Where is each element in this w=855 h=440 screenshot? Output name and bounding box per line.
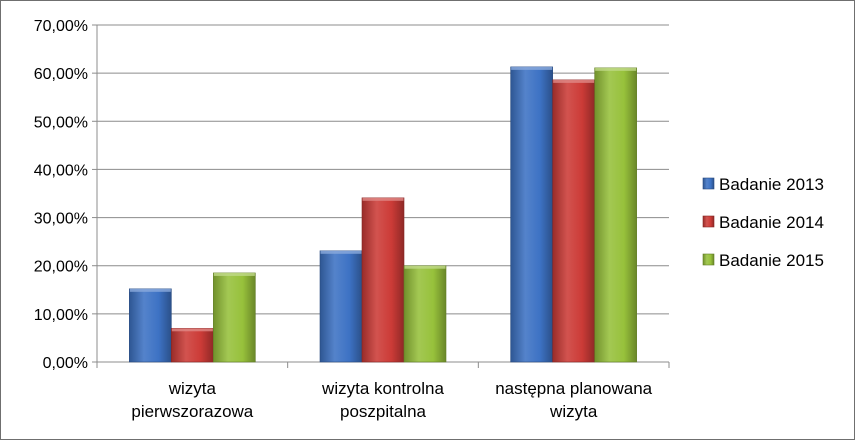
y-tick-label: 10,00%	[34, 307, 88, 324]
bar-bevel	[213, 272, 255, 276]
bar-bevel	[171, 328, 213, 332]
bar-badanie-2014	[552, 79, 595, 363]
legend-swatch	[702, 253, 715, 266]
bar-bevel	[595, 67, 637, 71]
bar-badanie-2013	[319, 250, 363, 363]
bar-badanie-2014	[171, 327, 214, 363]
y-tick-label: 70,00%	[34, 18, 88, 35]
bar-badanie-2015	[594, 67, 637, 363]
legend-label: Badanie 2015	[719, 251, 824, 270]
bar-badanie-2014	[361, 197, 405, 363]
category-label: pierwszorazowa	[131, 402, 253, 421]
y-tick-label: 40,00%	[34, 162, 88, 179]
bar-bevel	[511, 66, 553, 70]
bar-badanie-2013	[510, 66, 553, 363]
y-tick-label: 20,00%	[34, 259, 88, 276]
legend-label: Badanie 2014	[719, 213, 824, 232]
bar-bevel	[129, 288, 171, 292]
bars	[129, 66, 637, 363]
bar-bevel	[320, 250, 362, 254]
bar-bevel	[404, 265, 446, 269]
category-label: poszpitalna	[340, 402, 427, 421]
axis-labels: 0,00% 10,00% 20,00% 30,00% 40,00% 50,00% 60,00…	[34, 18, 653, 421]
y-tick-label: 0,00%	[43, 355, 88, 372]
legend-label: Badanie 2013	[719, 175, 824, 194]
y-tick-label: 60,00%	[34, 66, 88, 83]
category-label: wizyta kontrolna	[321, 379, 444, 398]
bar-badanie-2013	[129, 288, 172, 363]
bar-badanie-2015	[403, 265, 447, 363]
legend: Badanie 2013 Badanie 2014 Badanie 2015	[702, 175, 824, 270]
bar-badanie-2015	[213, 272, 256, 363]
category-label: następna planowana	[495, 379, 652, 398]
y-tick-label: 50,00%	[34, 114, 88, 131]
y-tick-label: 30,00%	[34, 211, 88, 228]
bar-bevel	[362, 197, 404, 201]
bar-bevel	[553, 79, 595, 83]
legend-swatch	[702, 177, 715, 190]
legend-swatch	[702, 215, 715, 228]
category-label: wizyta	[549, 402, 598, 421]
category-label: wizyta	[168, 379, 217, 398]
